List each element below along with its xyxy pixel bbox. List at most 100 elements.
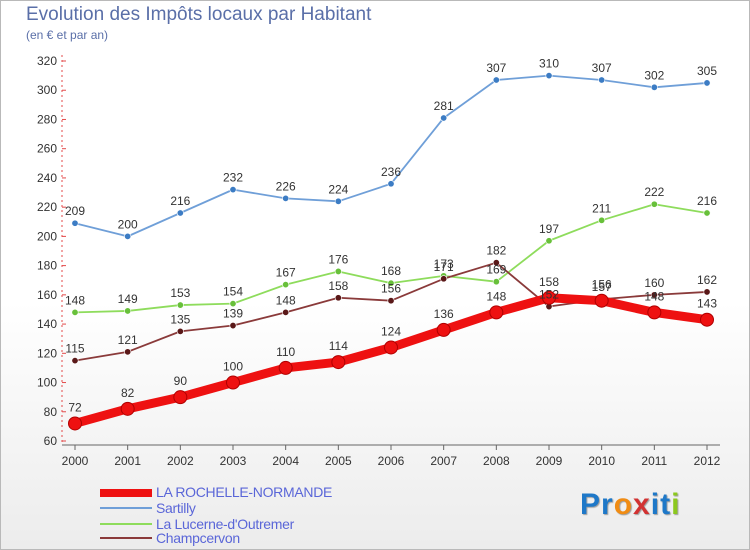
data-label: 236 [381, 165, 401, 179]
data-point [647, 305, 662, 320]
data-point [229, 300, 237, 308]
y-tick-label: 240 [37, 171, 57, 185]
data-point [68, 416, 82, 431]
data-label: 168 [381, 264, 401, 278]
y-tick-label: 100 [37, 376, 57, 390]
data-label: 281 [434, 99, 454, 113]
data-label: 152 [539, 288, 559, 302]
series-layer [68, 72, 714, 431]
y-tick-label: 260 [37, 142, 57, 156]
page-title: Evolution des Impôts locaux par Habitant [26, 4, 372, 25]
data-point [282, 194, 290, 202]
data-label: 222 [644, 185, 664, 199]
data-point [173, 390, 188, 405]
legend-label: Sartilly [156, 500, 196, 516]
data-point [650, 291, 658, 299]
x-tick-label: 2012 [694, 454, 721, 468]
x-tick-label: 2007 [430, 454, 457, 468]
data-label: 148 [276, 293, 296, 307]
data-point [650, 83, 658, 91]
x-tick-label: 2011 [641, 454, 667, 468]
x-tick-label: 2006 [378, 454, 405, 468]
data-label: 200 [118, 217, 138, 231]
data-label: 176 [328, 252, 348, 266]
data-point [545, 237, 553, 245]
x-tick-label: 2000 [62, 454, 89, 468]
data-point [71, 308, 79, 316]
data-point [436, 322, 451, 337]
data-point [334, 197, 342, 205]
data-point [278, 360, 293, 375]
data-point [440, 275, 448, 283]
y-tick-label: 60 [44, 434, 58, 448]
data-label: 209 [65, 204, 85, 218]
data-label: 90 [174, 374, 188, 388]
data-point [229, 186, 237, 194]
data-label: 162 [697, 273, 717, 287]
data-label: 100 [223, 360, 243, 374]
data-point [384, 340, 398, 355]
logo-letter: i [650, 488, 661, 521]
data-label: 82 [121, 386, 135, 400]
data-label: 216 [697, 194, 717, 208]
data-label: 173 [434, 257, 454, 271]
data-point [387, 279, 395, 287]
data-point [226, 375, 240, 390]
data-point [176, 209, 184, 217]
data-label: 110 [276, 345, 295, 359]
page-subtitle: (en € et par an) [26, 28, 109, 42]
data-point [124, 232, 132, 240]
data-label: 115 [65, 342, 84, 356]
legend-swatch [100, 523, 152, 525]
data-point [334, 267, 342, 275]
data-label: 305 [697, 64, 717, 78]
data-point [387, 297, 395, 305]
data-point [229, 322, 237, 330]
x-tick-label: 2009 [536, 454, 563, 468]
data-point [120, 401, 135, 416]
x-tick-label: 2001 [114, 454, 141, 468]
data-label: 158 [539, 275, 559, 289]
data-point [124, 307, 132, 315]
y-tick-label: 200 [37, 229, 57, 243]
data-label: 149 [118, 292, 138, 306]
x-tick-label: 2010 [588, 454, 615, 468]
data-label: 136 [434, 307, 454, 321]
data-label: 216 [170, 194, 190, 208]
data-point [124, 348, 132, 356]
y-tick-label: 300 [37, 83, 57, 97]
data-label: 156 [592, 278, 612, 292]
data-label: 226 [276, 179, 296, 193]
data-label: 158 [328, 279, 348, 293]
data-label: 167 [276, 266, 296, 280]
logo-letter: x [633, 488, 651, 521]
data-label: 153 [170, 286, 190, 300]
legend-swatch [100, 507, 152, 509]
data-label: 182 [486, 244, 506, 258]
data-label: 171 [434, 260, 454, 274]
data-label: 156 [381, 282, 401, 296]
data-label: 307 [486, 61, 506, 75]
data-label: 160 [644, 276, 664, 290]
x-tick-label: 2008 [483, 454, 510, 468]
data-point [700, 312, 714, 327]
y-tick-label: 120 [37, 346, 57, 360]
y-tick-label: 80 [44, 405, 58, 419]
data-label: 154 [223, 285, 243, 299]
data-label: 224 [328, 182, 348, 196]
data-labels-layer: 209 200 216 232 226 224 236 281 307 310 307 302 305 1… [65, 57, 717, 415]
data-point [703, 79, 711, 87]
data-label: 148 [644, 289, 664, 303]
data-point [703, 288, 711, 296]
data-label: 310 [539, 57, 559, 71]
data-label: 307 [592, 61, 612, 75]
data-point [71, 357, 79, 365]
x-tick-label: 2005 [325, 454, 352, 468]
y-tick-label: 220 [37, 200, 57, 214]
data-point [492, 278, 500, 286]
data-label: 302 [644, 68, 664, 82]
y-tick-label: 140 [37, 317, 57, 331]
data-label: 72 [68, 400, 82, 414]
